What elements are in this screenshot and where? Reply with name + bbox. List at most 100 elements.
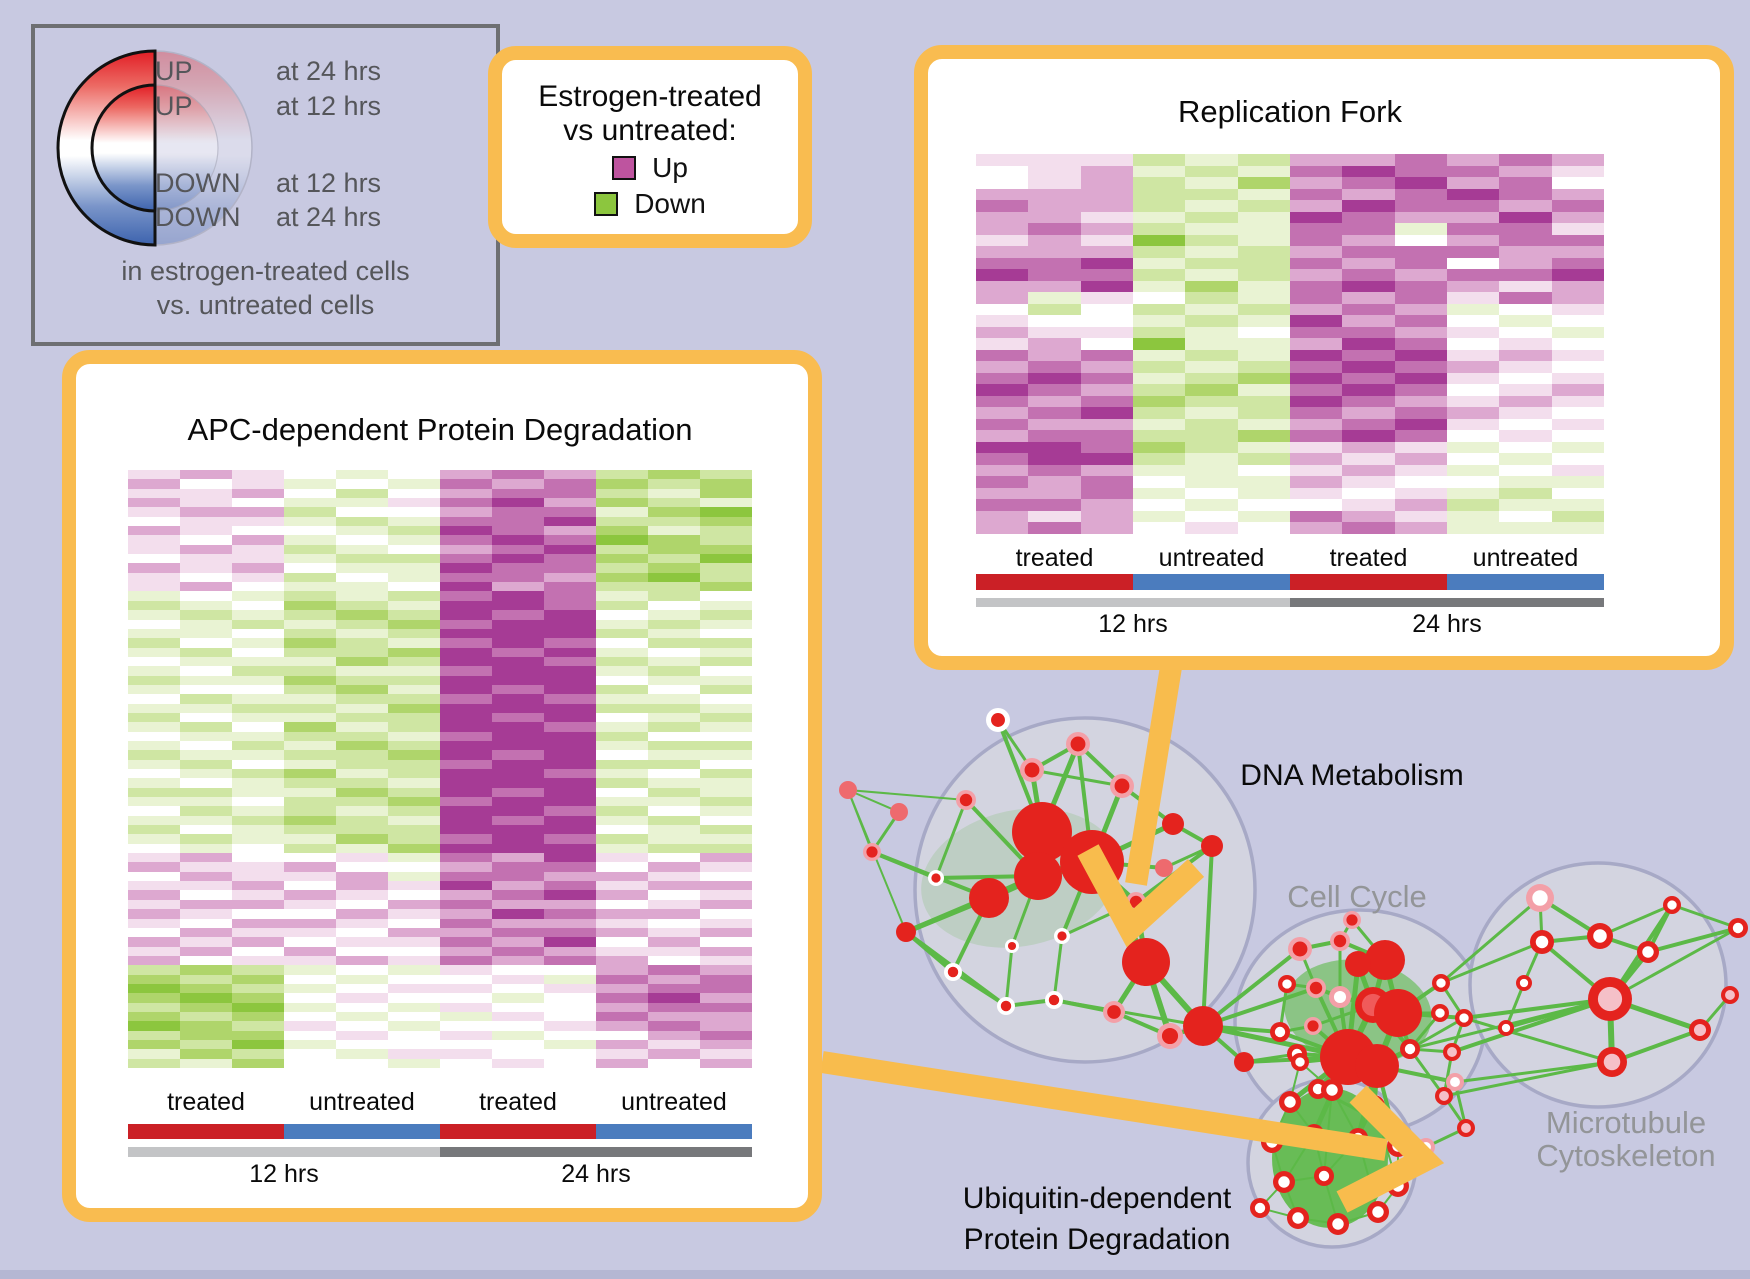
heatmap-cell: [700, 535, 752, 545]
heatmap-cell: [1551, 441, 1604, 454]
heatmap-cell: [1185, 188, 1238, 201]
heatmap-cell: [284, 1011, 336, 1022]
heatmap-cell: [492, 1049, 544, 1059]
heatmap-cell: [336, 1002, 388, 1012]
heatmap-cell: [284, 965, 336, 975]
heatmap-cell: [284, 591, 336, 601]
legend-dir-up12: UP: [155, 91, 193, 121]
heatmap-cell: [1237, 292, 1290, 304]
heatmap-cell: [232, 694, 284, 704]
heatmap-cell: [180, 694, 232, 704]
heatmap-cell: [700, 722, 752, 732]
heatmap-cell: [128, 1058, 180, 1068]
heatmap-cell: [648, 993, 700, 1003]
heatmap-cell: [700, 787, 752, 798]
heatmap-cell: [388, 470, 440, 480]
heatmap-cell: [440, 797, 492, 807]
heatmap-cell: [976, 246, 1029, 258]
network-edge: [1201, 947, 1302, 1028]
heatmap-cell: [232, 993, 284, 1003]
network-node: [1455, 1009, 1473, 1027]
heatmap-cell: [440, 862, 492, 872]
heatmap-cell: [1132, 361, 1186, 373]
heatmap-cell: [1028, 246, 1081, 258]
network-node: [1498, 1020, 1514, 1036]
heatmap-cell: [128, 1030, 180, 1040]
heatmap-cell: [596, 955, 648, 966]
heatmap-cell: [128, 675, 180, 685]
heatmap-cell: [336, 862, 388, 872]
network-edge: [1598, 903, 1674, 938]
heatmap-cell: [1080, 407, 1133, 419]
heatmap-cell: [1446, 188, 1500, 201]
heatmap-cell: [1028, 441, 1081, 454]
heatmap-cell: [128, 600, 180, 611]
heatmap-cell: [232, 488, 284, 499]
heatmap-cell: [596, 470, 648, 480]
heatmap-cell: [1185, 464, 1238, 477]
time-label: 24 hrs: [561, 1160, 631, 1188]
heatmap-cell: [1342, 269, 1395, 281]
treatment-segment: [128, 1124, 284, 1139]
network-edge: [1462, 997, 1612, 1020]
heatmap-cell: [1028, 418, 1081, 431]
heatmap-cell: [1080, 510, 1133, 523]
heatmap-cell: [232, 853, 284, 863]
network-node: [969, 878, 1009, 918]
network-node: [1443, 1043, 1461, 1061]
heatmap-cell: [596, 1021, 648, 1031]
heatmap-cell: [128, 712, 180, 723]
network-node: [1355, 1044, 1399, 1088]
heatmap-cell: [440, 853, 492, 863]
heatmap-cell: [1289, 487, 1343, 500]
heatmap-cell: [596, 544, 648, 555]
heatmap-cell: [1080, 487, 1133, 500]
heatmap-cell: [128, 498, 180, 508]
heatmap-cell: [1080, 303, 1133, 316]
heatmap-cell: [596, 684, 648, 695]
heatmap-cell: [440, 470, 492, 480]
heatmap-cell: [700, 666, 752, 676]
heatmap-cell: [232, 470, 284, 480]
heatmap-cell: [1132, 441, 1186, 454]
heatmap-cell: [1028, 234, 1081, 247]
heatmap-cell: [128, 993, 180, 1003]
treatment-segment: [1447, 574, 1604, 590]
heatmap-cell: [1028, 257, 1081, 270]
heatmap-cell: [1446, 372, 1500, 385]
heatmap-cell: [1237, 464, 1290, 477]
heatmap-cell: [1499, 177, 1552, 189]
heatmap-cell: [284, 834, 336, 844]
heatmap-cell: [284, 853, 336, 863]
heatmap-cell: [336, 684, 388, 695]
heatmap-cell: [1551, 257, 1604, 270]
heatmap-cell: [440, 787, 492, 798]
heatmap-cell: [648, 815, 700, 826]
heatmap-cell: [1342, 154, 1395, 166]
network-node: [1457, 1119, 1475, 1137]
heatmap-cell: [1028, 165, 1081, 178]
heatmap-cell: [492, 544, 544, 555]
heatmap-cell: [232, 871, 284, 882]
heatmap-cell: [1446, 418, 1500, 431]
heatmap-cell: [544, 750, 596, 760]
heatmap-cell: [1499, 246, 1552, 258]
heatmap-cell: [492, 638, 544, 648]
heatmap-cell: [1132, 257, 1186, 270]
heatmap-cell: [388, 909, 440, 919]
heatmap-cell: [232, 1058, 284, 1068]
heatmap-cell: [1132, 418, 1186, 431]
heatmap-cell: [1132, 476, 1186, 488]
heatmap-cell: [128, 937, 180, 947]
heatmap-cell: [284, 516, 336, 527]
heatmap-cell: [388, 1058, 440, 1068]
time-label: 12 hrs: [249, 1160, 319, 1188]
heatmap-cell: [232, 983, 284, 994]
heatmap-cell: [180, 544, 232, 555]
heatmap-cell: [492, 731, 544, 741]
key-item-down: Down: [488, 188, 812, 219]
heatmap-cell: [596, 843, 648, 854]
network-node: [863, 843, 881, 861]
heatmap-cell: [388, 983, 440, 994]
heatmap-cell: [596, 628, 648, 639]
